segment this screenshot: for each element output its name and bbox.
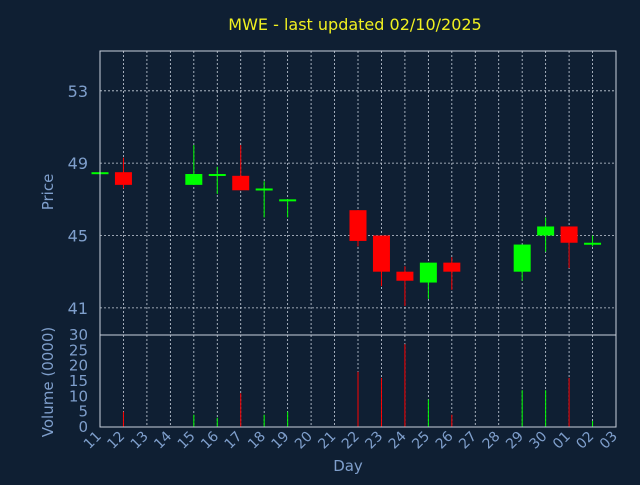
- volume-tick-label: 5: [78, 403, 88, 421]
- chart-title: MWE - last updated 02/10/2025: [228, 15, 481, 34]
- x-tick-label: 18: [245, 429, 269, 453]
- volume-panel-frame: [99, 334, 617, 428]
- volume-tick-label: 25: [69, 341, 88, 359]
- x-tick-label: 26: [433, 428, 457, 452]
- x-tick-label: 16: [198, 428, 222, 452]
- x-tick-label: 23: [362, 429, 386, 453]
- x-tick-label: 19: [269, 429, 293, 453]
- price-axis: 41 45 49 53: [68, 82, 88, 318]
- x-tick-label: 13: [128, 429, 152, 453]
- volume-tick-label: 15: [69, 372, 88, 390]
- x-tick-label: 15: [175, 429, 199, 453]
- candles: [91, 145, 602, 307]
- candle-body: [560, 226, 578, 243]
- x-tick-label: 27: [456, 429, 480, 453]
- candle-body: [513, 244, 531, 272]
- candle-body: [372, 235, 390, 272]
- candle-body: [419, 262, 437, 283]
- x-axis-label: Day: [333, 457, 363, 475]
- candle-body: [537, 226, 555, 236]
- price-tick-label: 45: [68, 227, 88, 246]
- candle-body: [279, 199, 297, 202]
- price-grid: [99, 51, 617, 335]
- price-tick-label: 49: [68, 154, 88, 173]
- candle-body: [232, 175, 250, 191]
- price-tick-label: 41: [68, 299, 88, 318]
- x-tick-label: 29: [503, 429, 527, 453]
- x-tick-label: 22: [339, 429, 363, 453]
- x-tick-label: 30: [527, 429, 551, 453]
- x-tick-label: 28: [480, 429, 504, 453]
- volume-bars: [122, 344, 594, 427]
- x-tick-label: 02: [573, 429, 597, 453]
- candle-body: [114, 172, 132, 185]
- candle-body: [349, 210, 367, 241]
- candle-body: [443, 262, 461, 272]
- volume-tick-label: 20: [69, 357, 88, 375]
- candle-body: [584, 242, 602, 245]
- x-tick-label: 20: [292, 429, 316, 453]
- candle-body: [255, 188, 273, 191]
- x-tick-label: 12: [104, 429, 128, 453]
- x-tick-label: 25: [409, 429, 433, 453]
- price-axis-label: Price: [39, 174, 57, 211]
- x-tick-label: 21: [315, 429, 339, 453]
- volume-grid: [99, 335, 617, 427]
- x-tick-label: 03: [597, 429, 621, 453]
- volume-tick-label: 30: [69, 326, 88, 344]
- volume-tick-label: 0: [78, 418, 88, 436]
- price-tick-label: 53: [68, 82, 88, 101]
- x-tick-label: 17: [222, 429, 246, 453]
- volume-tick-label: 10: [69, 387, 88, 405]
- candle-body: [208, 174, 226, 177]
- x-axis: 11 12 13 14 15 16 17 18 19 20 21 22 23 24 25 26 27 28 29 30…: [81, 428, 621, 452]
- x-tick-label: 14: [151, 428, 175, 452]
- candle-body: [396, 271, 414, 281]
- candle-body: [185, 174, 203, 185]
- x-tick-label: 24: [386, 428, 410, 452]
- x-tick-label: 01: [550, 429, 574, 453]
- volume-axis-label: Volume (0000): [39, 327, 57, 437]
